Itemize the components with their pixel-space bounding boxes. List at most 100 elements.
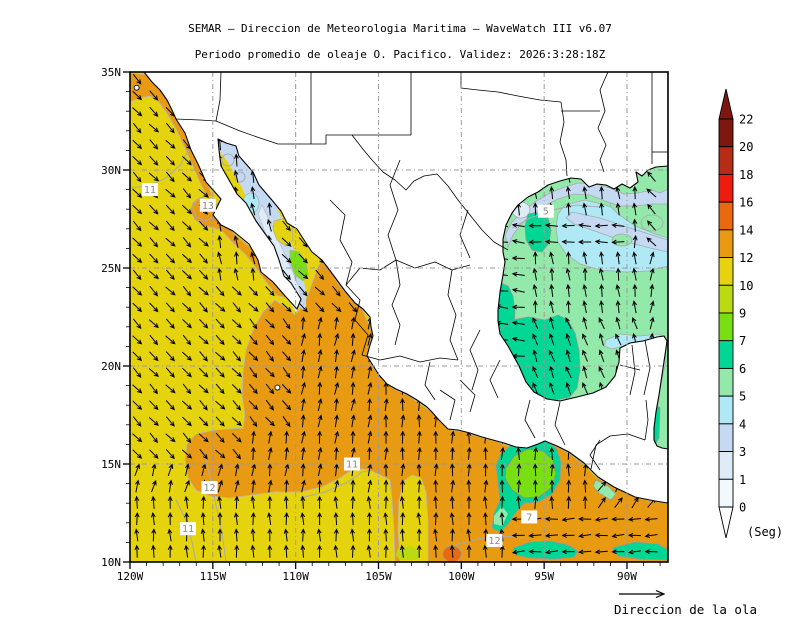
guatemala-green-sliver <box>592 479 617 501</box>
page-subtitle: Periodo promedio de oleaje O. Pacifico. … <box>194 48 606 61</box>
colorbar-segment <box>718 118 734 148</box>
colorbar-tick-label: 14 <box>739 223 753 237</box>
colorbar-segment <box>718 257 734 286</box>
colorbar-tick-label: 3 <box>739 445 746 459</box>
border-us-mexico <box>175 118 509 251</box>
colorbar-segment <box>718 340 734 369</box>
contour-label-text: 11 <box>182 524 194 535</box>
colorbar-tick-label: 10 <box>739 279 753 293</box>
colorbar-tick-label: 0 <box>739 500 746 514</box>
colorbar-segment <box>718 451 734 480</box>
socorro-islet <box>274 384 281 391</box>
border-durango-north <box>345 259 397 286</box>
border-central-states-c <box>439 359 501 421</box>
tehuantepec-green-blob <box>504 448 557 499</box>
lat-axis-label: 35N <box>101 66 121 79</box>
lon-axis-label: 105W <box>365 570 392 583</box>
page-title: SEMAR — Direccion de Meteorologia Mariti… <box>188 22 612 35</box>
lon-axis-label: 95W <box>534 570 554 583</box>
colorbar-segment <box>718 229 734 259</box>
contour-label-text: 11 <box>144 185 156 196</box>
lon-axis-label: 100W <box>448 570 475 583</box>
wave-direction-legend-arrow <box>619 589 666 599</box>
border-nm-tx <box>352 72 412 136</box>
contour-label-text: 13 <box>202 201 214 212</box>
gulf-green-blob-east <box>640 214 664 232</box>
colorbar-segment <box>718 395 734 425</box>
south-teal-patch-west <box>512 540 579 560</box>
colorbar-segment <box>718 284 734 314</box>
colorbar-segment <box>718 173 734 203</box>
lon-axis-label: 115W <box>200 570 227 583</box>
colorbar-segment <box>718 478 734 508</box>
colorbar-tick-label: 20 <box>739 140 753 154</box>
contour-label-box <box>141 183 158 197</box>
colorbar-tick-label: 18 <box>739 168 753 182</box>
santa-cruz-islet <box>133 84 140 91</box>
political-borders <box>175 72 668 471</box>
border-chihuahua-coahuila <box>387 159 401 261</box>
contour-label-text: 11 <box>346 460 358 471</box>
colorbar-segment <box>718 367 734 397</box>
colorbar-tick-label: 22 <box>739 113 753 127</box>
contour-11-south <box>299 469 373 499</box>
lat-axis-label: 30N <box>101 164 121 177</box>
colorbar-segment <box>718 312 734 342</box>
contour-label-text: 12 <box>488 536 500 547</box>
colorbar-tick-label: 12 <box>739 251 753 265</box>
contour-ring-goc-b <box>234 171 246 183</box>
border-central-horizontal <box>361 354 459 363</box>
colorbar-tick-label: 9 <box>739 306 746 320</box>
colorbar-bottom-arrow <box>718 506 734 539</box>
contour-label-box <box>537 204 554 218</box>
lat-axis-label: 25N <box>101 262 121 275</box>
contour-label-box <box>179 522 196 536</box>
lat-axis-label: 15N <box>101 458 121 471</box>
colorbar-top-arrow <box>718 88 734 120</box>
lat-axis-label: 10N <box>101 556 121 569</box>
south-yellow-tongue <box>397 474 429 562</box>
lat-axis-label: 20N <box>101 360 121 373</box>
border-sinaloa-durango <box>345 284 369 356</box>
lon-axis-label: 90W <box>617 570 637 583</box>
border-guatemala-belize <box>590 399 649 470</box>
contour-ring-goc-a <box>221 153 235 167</box>
border-la-ms <box>597 72 609 173</box>
border-durango-zacatecas <box>391 259 401 346</box>
contour-label-text: 5 <box>543 207 549 218</box>
colorbar-segment <box>718 146 734 175</box>
wave-direction-legend-label: Direccion de la ola <box>614 602 757 617</box>
colorbar-tick-label: 1 <box>739 473 746 487</box>
colorbar-tick-label: 5 <box>739 390 746 404</box>
contour-label-text: 7 <box>526 512 532 523</box>
colorbar-unit-label: (Seg) <box>747 525 783 539</box>
contour-label-box <box>521 510 538 524</box>
north-america-landmass <box>143 72 668 504</box>
lon-axis-label: 110W <box>282 570 309 583</box>
contour-label-box <box>199 198 216 212</box>
map-plot-area: 11 13 11 12 11 12 7 5 <box>130 72 668 562</box>
border-sonora-chihuahua <box>329 199 353 286</box>
colorbar-tick-label: 7 <box>739 334 746 348</box>
colorbar-tick-label: 4 <box>739 417 746 431</box>
small-islands <box>133 84 281 391</box>
plot-frame <box>129 71 669 563</box>
border-nuevoleon-tamaulipas <box>459 209 471 259</box>
contour-label-box <box>201 481 218 495</box>
contour-label-box <box>343 457 360 471</box>
gulf-midblue-tongue <box>565 211 668 253</box>
contour-label-text: 12 <box>203 483 215 494</box>
colorbar-tick-label: 16 <box>739 196 753 210</box>
graticule <box>130 72 668 562</box>
contour-label-box <box>486 533 503 547</box>
colorbar-segment <box>718 201 734 231</box>
contour-12-sw <box>203 451 227 562</box>
contour-label-boxes: 11 13 11 12 11 12 7 5 <box>141 183 554 547</box>
border-tx-la <box>559 101 568 177</box>
gulf-green-blob-mid <box>611 233 633 247</box>
colorbar-tick-label: 6 <box>739 362 746 376</box>
